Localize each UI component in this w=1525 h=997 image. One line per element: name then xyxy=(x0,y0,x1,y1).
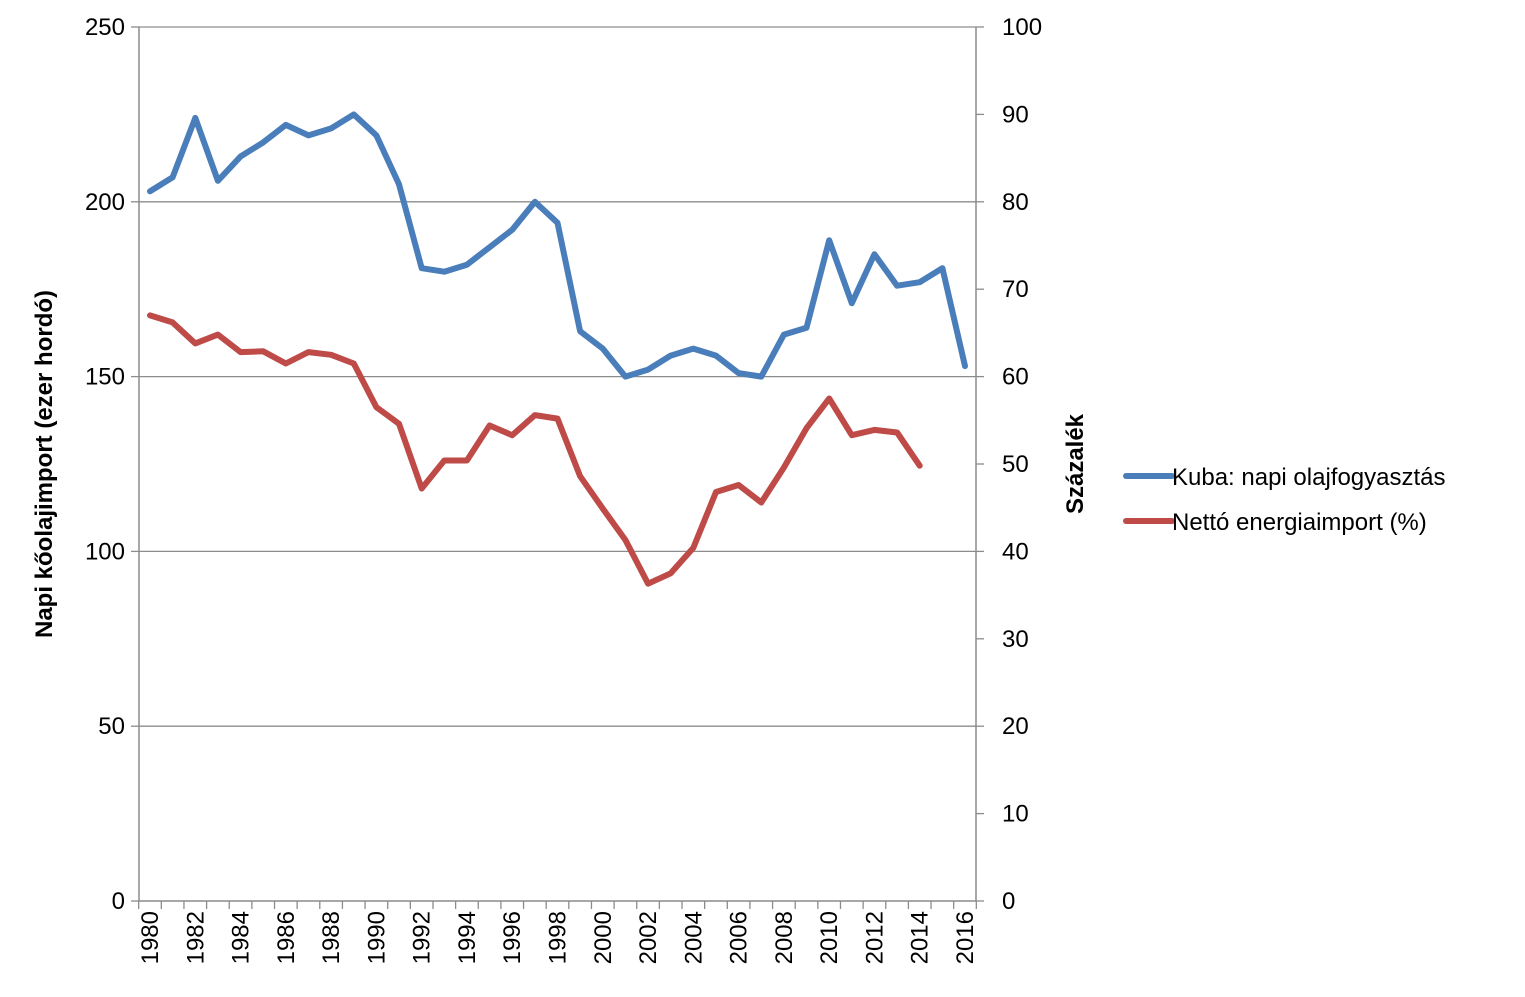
legend: Kuba: napi olajfogyasztás Nettó energiaim… xyxy=(1123,464,1446,536)
y-right-tick-label: 80 xyxy=(1002,189,1029,216)
y-axis-right-ticks: 0 10 20 30 40 50 60 70 80 90 100 xyxy=(976,14,1042,915)
x-tick-label: 2002 xyxy=(635,911,662,964)
x-tick-label: 2004 xyxy=(680,911,707,964)
x-tick-label: 2014 xyxy=(907,911,934,964)
x-tick-label: 1980 xyxy=(137,911,164,964)
y-right-tick-label: 0 xyxy=(1002,888,1015,915)
y-right-tick-label: 70 xyxy=(1002,276,1029,303)
series-line-1 xyxy=(147,111,968,380)
y-left-tick-label: 100 xyxy=(85,538,125,565)
legend-label-1: Kuba: napi olajfogyasztás xyxy=(1172,464,1446,491)
y-right-tick-label: 60 xyxy=(1002,364,1029,391)
series-lines xyxy=(147,111,968,587)
x-tick-label: 2006 xyxy=(726,911,753,964)
y-left-tick-label: 50 xyxy=(98,713,125,740)
gridlines xyxy=(139,26,976,727)
axes xyxy=(138,27,977,902)
x-tick-label: 1990 xyxy=(363,911,390,964)
y-right-tick-label: 90 xyxy=(1002,101,1029,128)
y-axis-left-title: Napi kőolajimport (ezer hordó) xyxy=(31,290,58,638)
y-left-tick-label: 250 xyxy=(85,14,125,41)
y-right-tick-label: 30 xyxy=(1002,626,1029,653)
x-tick-label: 1986 xyxy=(273,911,300,964)
y-axis-right-title: Százalék xyxy=(1062,413,1089,514)
y-right-tick-label: 100 xyxy=(1002,14,1042,41)
x-tick-label: 2008 xyxy=(771,911,798,964)
x-tick-label: 1998 xyxy=(545,911,572,964)
y-left-tick-label: 200 xyxy=(85,189,125,216)
x-tick-label: 1994 xyxy=(454,911,481,964)
x-tick-label: 2016 xyxy=(952,911,979,964)
x-tick-label: 1984 xyxy=(228,911,255,964)
x-tick-label: 1992 xyxy=(409,911,436,964)
x-axis-ticks: 1980 1982 1984 1986 1988 1990 1992 1994 1996 1998… xyxy=(137,901,979,964)
y-right-tick-label: 50 xyxy=(1002,451,1029,478)
x-tick-label: 2012 xyxy=(861,911,888,964)
y-left-tick-label: 0 xyxy=(112,888,125,915)
series-line-2 xyxy=(147,312,923,587)
y-right-tick-label: 20 xyxy=(1002,713,1029,740)
y-right-tick-label: 40 xyxy=(1002,538,1029,565)
x-tick-label: 1996 xyxy=(499,911,526,964)
x-tick-label: 1988 xyxy=(318,911,345,964)
y-right-tick-label: 10 xyxy=(1002,801,1029,828)
legend-label-2: Nettó energiaimport (%) xyxy=(1172,509,1427,536)
x-tick-label: 2000 xyxy=(590,911,617,964)
y-left-tick-label: 150 xyxy=(85,364,125,391)
x-tick-label: 1982 xyxy=(182,911,209,964)
y-axis-left-ticks: 0 50 100 150 200 250 xyxy=(85,14,139,915)
x-tick-label: 2010 xyxy=(816,911,843,964)
